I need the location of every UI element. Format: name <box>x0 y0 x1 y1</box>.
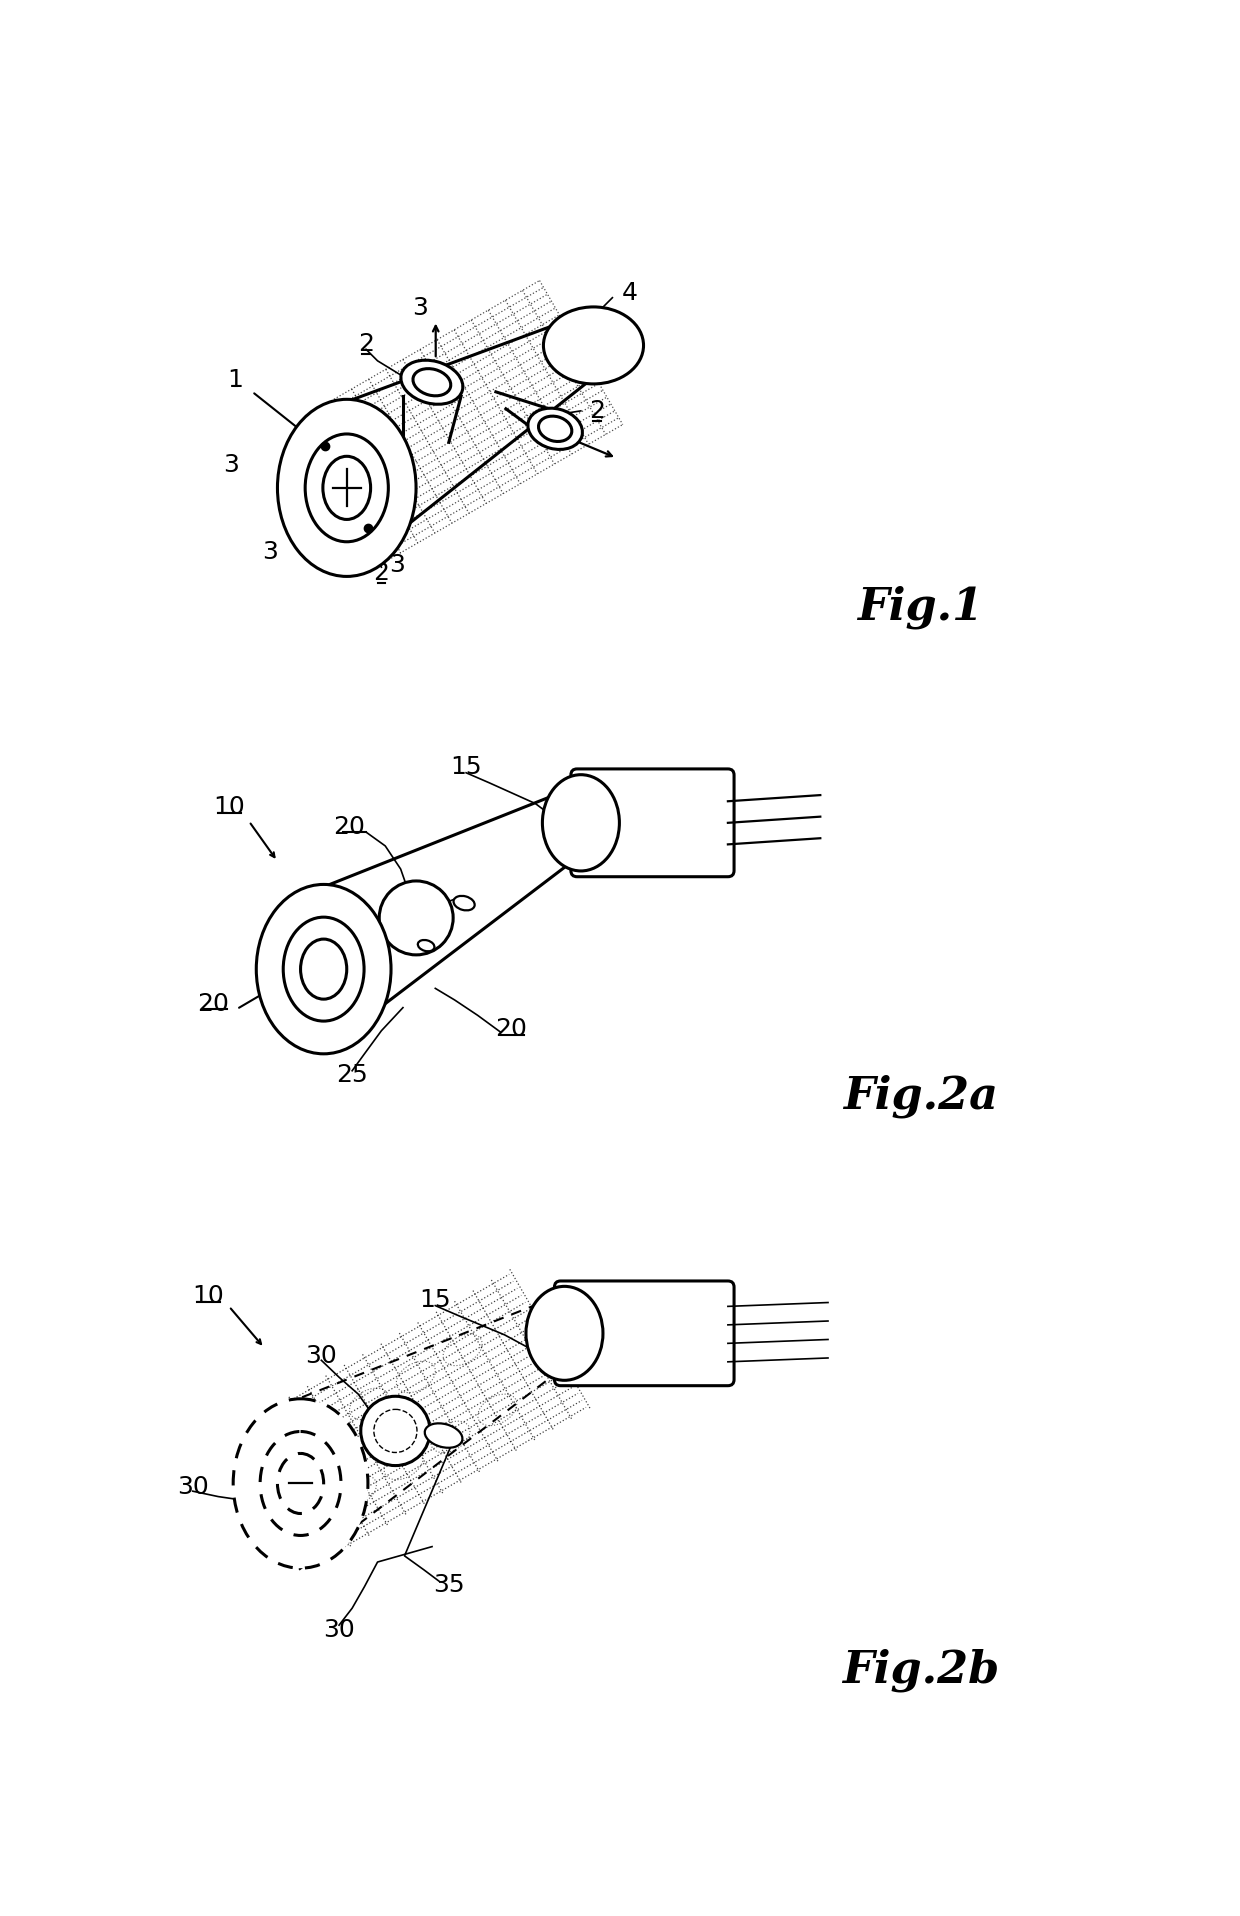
Circle shape <box>379 881 453 954</box>
Ellipse shape <box>278 399 417 577</box>
Ellipse shape <box>373 979 386 987</box>
Text: 30: 30 <box>305 1343 337 1368</box>
Text: 10: 10 <box>213 795 244 820</box>
Text: 3: 3 <box>262 540 278 563</box>
Text: Fig.2b: Fig.2b <box>842 1648 999 1692</box>
Ellipse shape <box>401 360 463 404</box>
Ellipse shape <box>454 897 475 910</box>
Text: 20: 20 <box>197 992 229 1015</box>
Ellipse shape <box>418 941 434 950</box>
Text: 15: 15 <box>450 755 482 780</box>
Text: 20: 20 <box>334 814 365 839</box>
Ellipse shape <box>283 918 365 1021</box>
Ellipse shape <box>528 408 583 450</box>
Ellipse shape <box>300 939 347 998</box>
Text: 2: 2 <box>358 331 374 356</box>
Text: 2: 2 <box>589 399 605 423</box>
Text: 4: 4 <box>621 282 637 305</box>
Circle shape <box>361 1397 430 1466</box>
Text: 15: 15 <box>419 1288 451 1312</box>
Ellipse shape <box>538 416 572 441</box>
Ellipse shape <box>543 307 644 383</box>
Text: 30: 30 <box>177 1475 208 1498</box>
Text: 3: 3 <box>223 452 239 477</box>
FancyBboxPatch shape <box>554 1282 734 1385</box>
Text: Fig.1: Fig.1 <box>857 586 983 628</box>
Text: 3: 3 <box>412 297 428 320</box>
Ellipse shape <box>413 368 451 397</box>
Ellipse shape <box>257 885 391 1054</box>
Text: Fig.2a: Fig.2a <box>843 1075 998 1117</box>
Text: 25: 25 <box>336 1063 368 1088</box>
Ellipse shape <box>322 456 371 519</box>
Text: 20: 20 <box>495 1017 527 1040</box>
Ellipse shape <box>425 1424 463 1448</box>
Ellipse shape <box>526 1286 603 1380</box>
Text: 30: 30 <box>324 1617 355 1642</box>
Ellipse shape <box>233 1399 368 1567</box>
Text: 1: 1 <box>227 368 243 393</box>
Text: 35: 35 <box>433 1573 465 1598</box>
Text: 3: 3 <box>389 554 404 577</box>
Ellipse shape <box>305 433 388 542</box>
Text: 25: 25 <box>283 904 314 929</box>
FancyBboxPatch shape <box>570 768 734 878</box>
Ellipse shape <box>542 774 620 872</box>
Text: 10: 10 <box>192 1284 224 1309</box>
Text: 2: 2 <box>373 561 389 584</box>
